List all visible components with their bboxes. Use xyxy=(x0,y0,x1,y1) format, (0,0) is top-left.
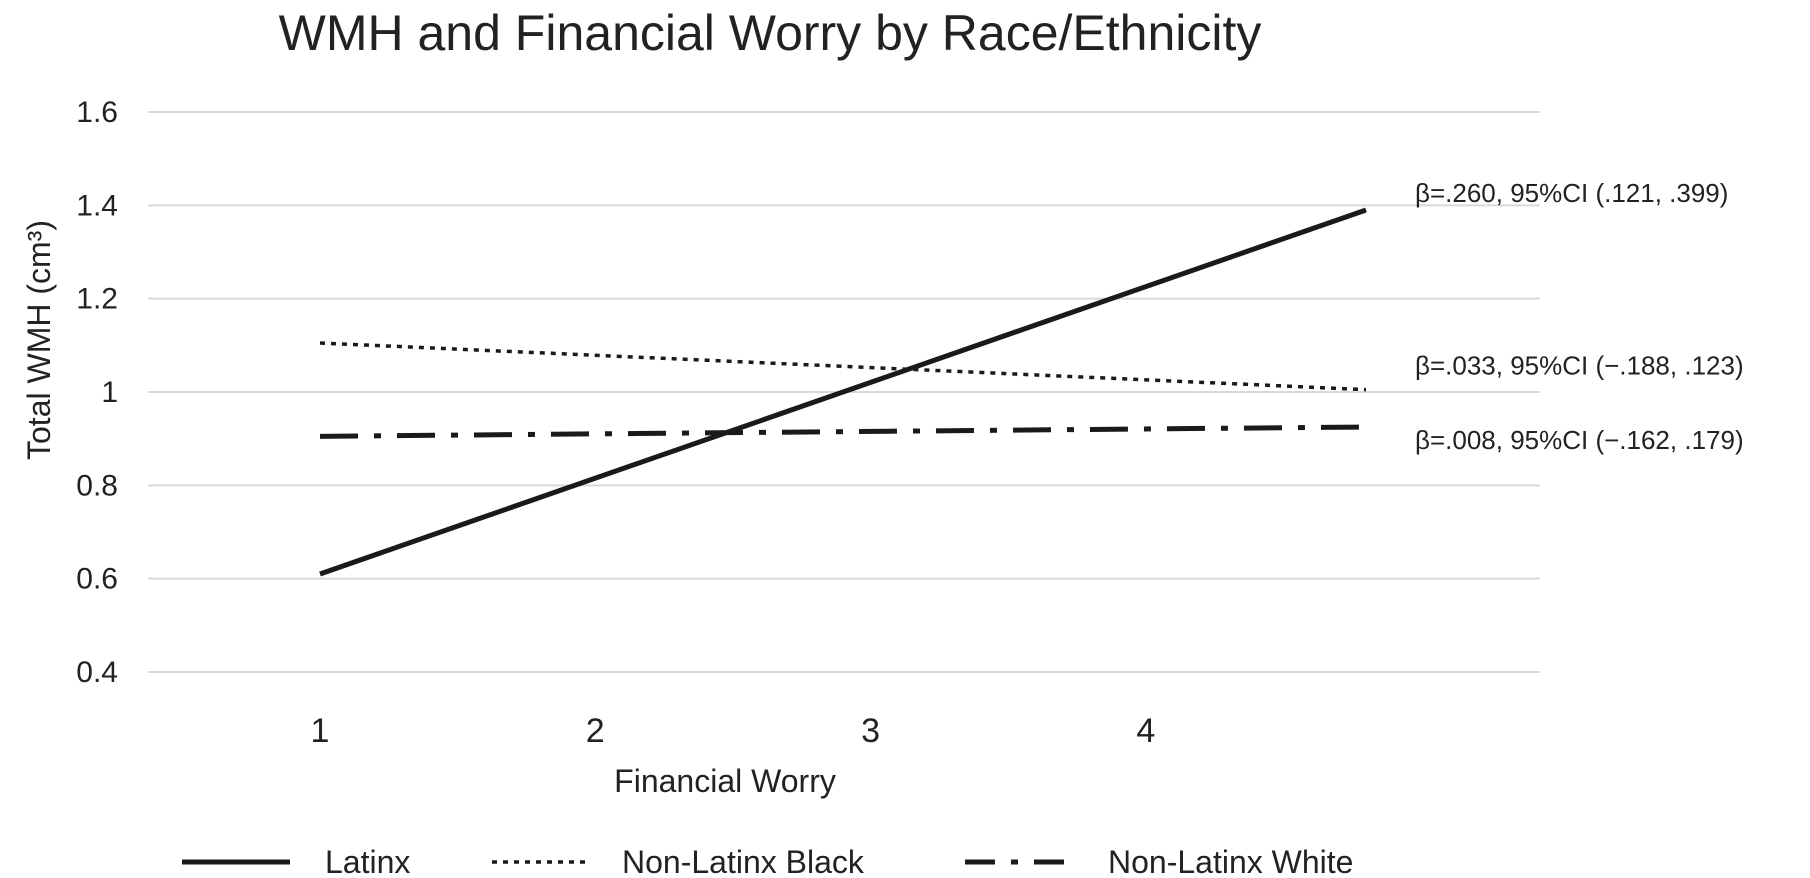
chart-title: WMH and Financial Worry by Race/Ethnicit… xyxy=(279,5,1262,61)
y-tick-label: 0.6 xyxy=(76,563,118,596)
y-tick-label: 1.2 xyxy=(76,283,118,316)
y-tick-label: 1.4 xyxy=(76,189,118,222)
series-annotation: β=.260, 95%CI (.121, .399) xyxy=(1415,178,1728,208)
y-tick-label: 0.8 xyxy=(76,469,118,502)
series-line-latinx xyxy=(319,207,1367,577)
x-tick-label: 4 xyxy=(1136,712,1155,750)
series-line-non-latinx-black xyxy=(319,341,1367,392)
legend-label: Latinx xyxy=(325,844,410,878)
series-annotations: β=.260, 95%CI (.121, .399) β=.033, 95%CI … xyxy=(1415,178,1744,455)
x-tick-label: 3 xyxy=(861,712,880,750)
legend-label: Non-Latinx White xyxy=(1108,844,1353,878)
legend-label: Non-Latinx Black xyxy=(622,844,865,878)
gridlines xyxy=(148,111,1540,673)
series-lines xyxy=(319,207,1367,577)
y-axis-label: Total WMH (cm³) xyxy=(21,220,57,460)
series-line-non-latinx-white xyxy=(319,424,1367,439)
y-tick-label: 0.4 xyxy=(76,656,118,689)
x-axis-label: Financial Worry xyxy=(614,763,836,799)
x-tick-label: 1 xyxy=(311,712,330,750)
y-tick-label: 1.6 xyxy=(76,96,118,129)
legend: Latinx Non-Latinx Black Non-Latinx White xyxy=(182,844,1353,878)
x-axis-ticks: 1 2 3 4 xyxy=(311,712,1156,750)
series-annotation: β=.008, 95%CI (−.162, .179) xyxy=(1415,425,1744,455)
y-tick-label: 1 xyxy=(101,376,118,409)
series-annotation: β=.033, 95%CI (−.188, .123) xyxy=(1415,351,1744,381)
x-tick-label: 2 xyxy=(586,712,605,750)
y-axis-ticks: 0.4 0.6 0.8 1 1.2 1.4 1.6 xyxy=(76,96,118,689)
